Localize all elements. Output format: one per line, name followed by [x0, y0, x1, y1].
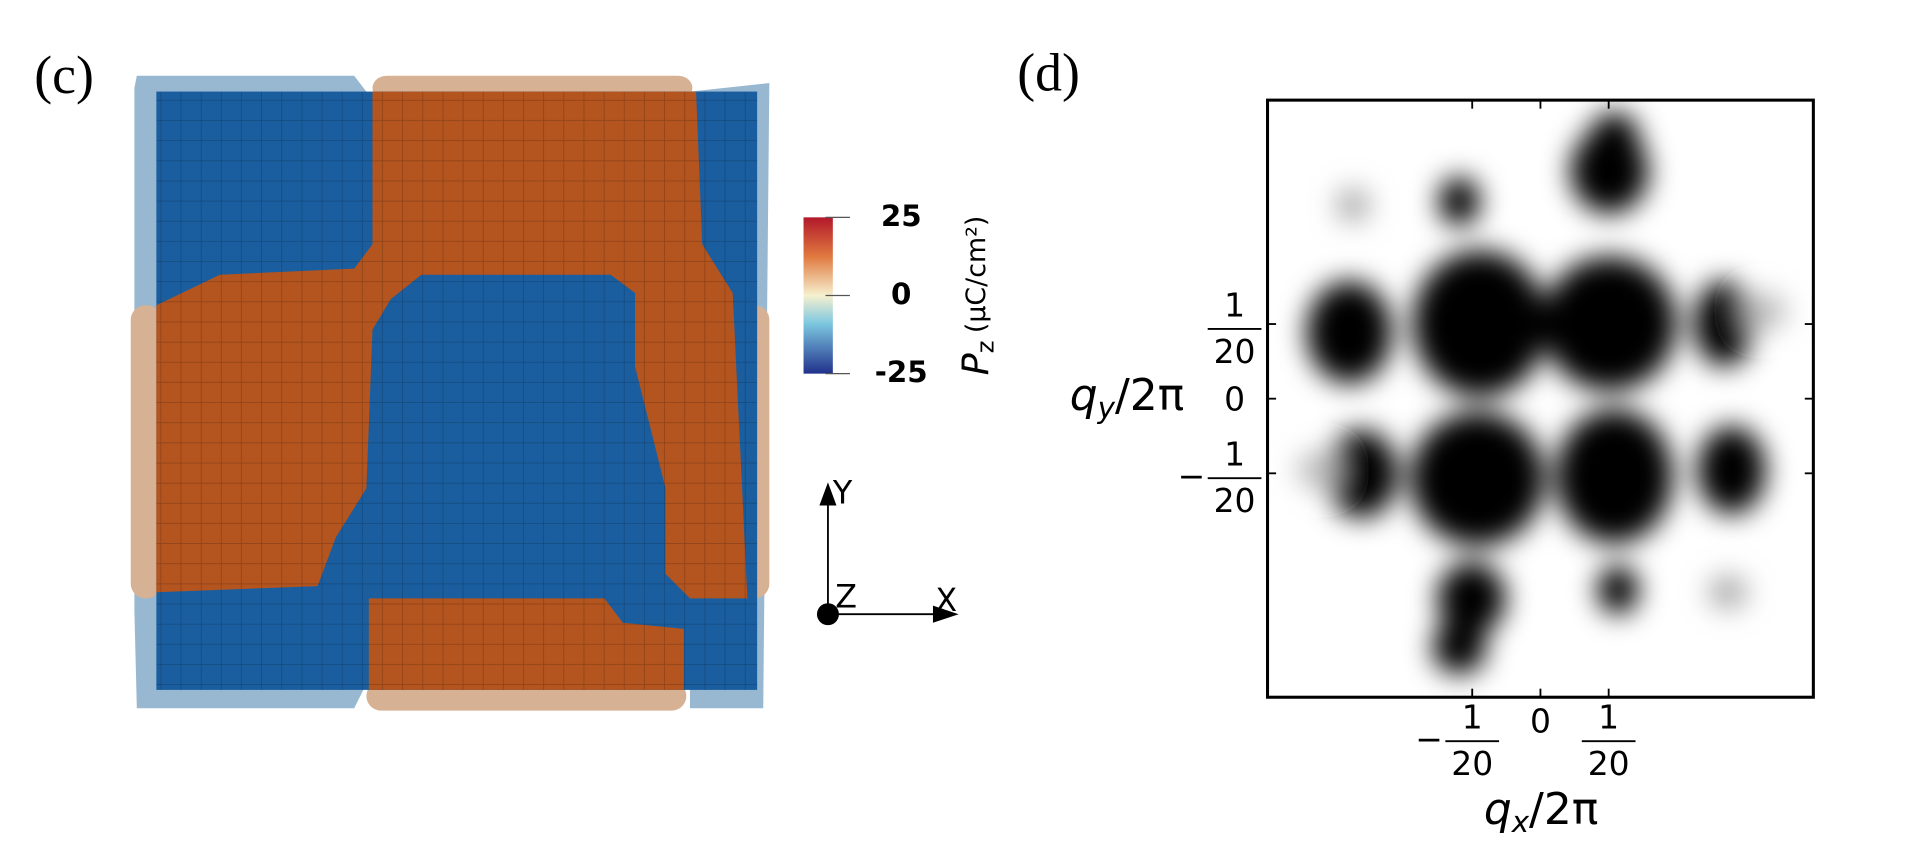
- colorbar-tick-label: -25: [875, 355, 928, 389]
- label-base: q: [1484, 784, 1512, 835]
- tick-denominator: 20: [1214, 332, 1256, 371]
- axis-y: Y: [832, 476, 853, 512]
- colorbar-label: Pz (μC/cm²): [953, 216, 999, 376]
- tick-sign: −: [1415, 720, 1443, 759]
- x-axis-label: qx/2π: [1484, 784, 1598, 838]
- label-base: P: [953, 352, 996, 375]
- label-base: q: [1070, 370, 1098, 421]
- label-sub: y: [1097, 391, 1116, 425]
- label-rest: /2π: [1115, 370, 1184, 421]
- axes-triad: Y Z X: [816, 476, 959, 626]
- label-rest: /2π: [1529, 784, 1598, 835]
- tick-denominator: 20: [1588, 744, 1630, 783]
- label-sub: z: [971, 340, 1000, 353]
- tick-numerator: 1: [1224, 435, 1245, 474]
- colorbar-ticks: 25 0 -25: [825, 199, 928, 389]
- x-tick-label: 0: [1530, 701, 1551, 740]
- tick-sign: −: [1178, 457, 1206, 496]
- tick-numerator: 1: [1598, 698, 1619, 737]
- tick-numerator: 1: [1224, 285, 1245, 324]
- y-axis-label: qy/2π: [1070, 370, 1184, 424]
- axis-z: Z: [835, 579, 857, 615]
- domain-render: [130, 75, 770, 711]
- tick-numerator: 1: [1462, 698, 1483, 737]
- tick-denominator: 20: [1451, 744, 1493, 783]
- axis-x: X: [935, 583, 957, 619]
- y-tick-label: 0: [1224, 380, 1245, 419]
- label-unit: (μC/cm²): [960, 216, 991, 334]
- panel-label: (c): [34, 45, 94, 105]
- label-sub: x: [1511, 804, 1530, 838]
- colorbar-tick-label: 25: [881, 199, 922, 233]
- panel-label: (d): [1017, 42, 1080, 102]
- colorbar-tick-label: 0: [891, 277, 911, 311]
- tick-denominator: 20: [1214, 481, 1256, 520]
- structure-factor-map: [1296, 112, 1787, 675]
